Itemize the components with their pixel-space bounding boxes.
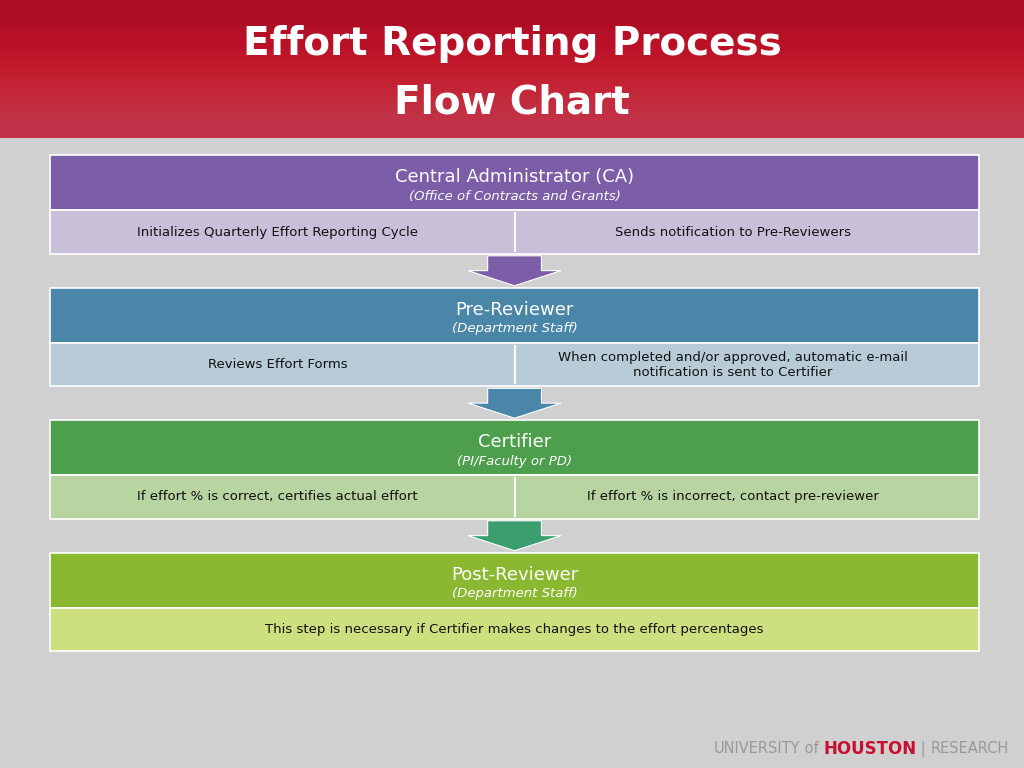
FancyArrow shape	[468, 389, 561, 419]
Text: of: of	[800, 741, 823, 756]
Text: (PI/Faculty or PD): (PI/Faculty or PD)	[457, 455, 572, 468]
Text: Sends notification to Pre-Reviewers: Sends notification to Pre-Reviewers	[614, 226, 851, 239]
Text: HOUSTON: HOUSTON	[823, 740, 916, 758]
Text: Pre-Reviewer: Pre-Reviewer	[456, 300, 573, 319]
Text: Central Administrator (CA): Central Administrator (CA)	[395, 168, 634, 186]
Text: This step is necessary if Certifier makes changes to the effort percentages: This step is necessary if Certifier make…	[265, 623, 764, 636]
Bar	[50, 155, 979, 210]
Text: Reviews Effort Forms: Reviews Effort Forms	[208, 358, 347, 371]
FancyArrow shape	[468, 521, 561, 551]
Bar	[50, 343, 979, 386]
Text: Post-Reviewer: Post-Reviewer	[451, 565, 579, 584]
Bar	[50, 420, 979, 475]
Text: When completed and/or approved, automatic e-mail
notification is sent to Certifi: When completed and/or approved, automati…	[558, 350, 908, 379]
Text: (Department Staff): (Department Staff)	[452, 323, 578, 336]
Bar	[50, 210, 979, 254]
Text: Certifier: Certifier	[478, 433, 551, 451]
Text: UNIVERSITY: UNIVERSITY	[714, 741, 800, 756]
Text: If effort % is correct, certifies actual effort: If effort % is correct, certifies actual…	[137, 491, 418, 504]
Bar	[50, 475, 979, 519]
Text: Effort Reporting Process: Effort Reporting Process	[243, 25, 781, 63]
Text: Initializes Quarterly Effort Reporting Cycle: Initializes Quarterly Effort Reporting C…	[137, 226, 418, 239]
Text: |: |	[916, 741, 931, 757]
Text: (Department Staff): (Department Staff)	[452, 588, 578, 601]
Bar	[50, 607, 979, 651]
Text: Flow Chart: Flow Chart	[394, 83, 630, 121]
FancyArrow shape	[468, 256, 561, 286]
Bar	[50, 552, 979, 607]
Text: (Office of Contracts and Grants): (Office of Contracts and Grants)	[409, 190, 621, 203]
Text: RESEARCH: RESEARCH	[931, 741, 1009, 756]
Bar	[50, 287, 979, 343]
Text: If effort % is incorrect, contact pre-reviewer: If effort % is incorrect, contact pre-re…	[587, 491, 879, 504]
